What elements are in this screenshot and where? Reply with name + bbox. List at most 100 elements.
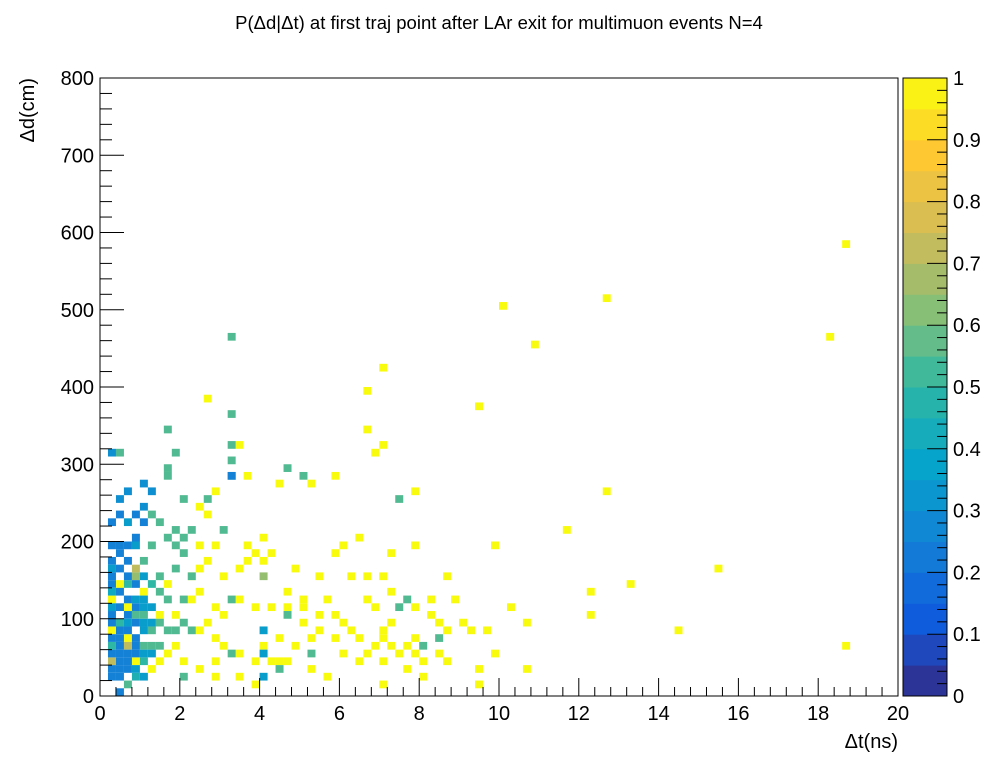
colorbar-segment: [903, 108, 947, 141]
heatmap-cell: [131, 541, 140, 550]
heatmap-cell: [139, 672, 148, 681]
heatmap-cell: [491, 649, 499, 658]
heatmap-cell: [107, 587, 116, 596]
heatmap-cell: [299, 618, 308, 627]
heatmap-cell: [522, 665, 531, 673]
heatmap-cell: [195, 541, 204, 550]
colorbar-segment: [903, 541, 947, 573]
heatmap-cell: [427, 595, 436, 604]
heatmap-cell: [411, 541, 420, 550]
heatmap-cell: [107, 580, 116, 588]
heatmap-cell: [355, 533, 364, 542]
heatmap-cell: [163, 471, 172, 480]
heatmap-cell: [123, 665, 132, 673]
heatmap-cell: [371, 603, 380, 612]
heatmap-cell: [267, 603, 276, 612]
heatmap-cell: [227, 441, 236, 449]
heatmap-cell: [163, 464, 172, 472]
heatmap-cell: [203, 618, 212, 627]
heatmap-cell: [171, 526, 180, 534]
heatmap-cell: [259, 672, 268, 681]
heatmap-cell: [115, 541, 124, 550]
heatmap-cell: [115, 587, 124, 596]
y-tick-label: 700: [61, 145, 94, 167]
colorbar-segment: [903, 387, 947, 419]
heatmap-cell: [331, 471, 340, 480]
heatmap-cell: [211, 672, 220, 681]
chart-title: P(Δd|Δt) at first traj point after LAr e…: [235, 12, 763, 33]
colorbar-segment: [903, 263, 947, 295]
heatmap-cell: [227, 595, 236, 604]
heatmap-cell: [307, 634, 316, 642]
heatmap-cell: [187, 595, 196, 604]
heatmap-cell: [139, 595, 148, 604]
heatmap-cell: [203, 495, 212, 503]
heatmap-cell: [115, 649, 124, 658]
heatmap-cell: [107, 657, 116, 666]
heatmap-cell: [195, 564, 204, 573]
heatmap-cell: [115, 688, 124, 696]
heatmap-cell: [315, 611, 324, 619]
heatmap-cell: [123, 611, 132, 619]
heatmap-cell: [155, 572, 164, 581]
heatmap-cell: [403, 665, 412, 673]
heatmap-cell: [195, 626, 204, 635]
heatmap-cell: [379, 572, 388, 581]
heatmap-cell: [123, 595, 132, 604]
heatmap-cell: [179, 618, 188, 627]
heatmap-cell: [211, 603, 220, 612]
heatmap-cell: [115, 618, 124, 627]
heatmap-cell: [115, 672, 124, 681]
heatmap-cell: [123, 603, 132, 612]
heatmap-cell: [171, 641, 180, 650]
heatmap-cell: [147, 487, 156, 496]
colorbar-tick-label: 1: [953, 68, 964, 90]
heatmap-cell: [147, 618, 156, 627]
heatmap-cell: [107, 641, 116, 650]
heatmap-cell: [147, 510, 156, 519]
heatmap-cell: [131, 564, 140, 573]
x-tick-label: 0: [94, 703, 105, 725]
heatmap-cell: [443, 572, 452, 581]
heatmap-cell: [339, 541, 348, 550]
y-tick-label: 200: [61, 532, 94, 554]
heatmap-cell: [139, 618, 148, 627]
colorbar-segment: [903, 634, 947, 666]
x-tick-label: 4: [254, 703, 265, 725]
heatmap-cell: [219, 572, 228, 581]
heatmap-cell: [163, 626, 172, 635]
heatmap-cell: [107, 649, 116, 658]
heatmap-cell: [363, 595, 372, 604]
heatmap-cell: [387, 641, 396, 650]
heatmap-cell: [107, 634, 116, 642]
heatmap-cell: [435, 634, 444, 642]
heatmap-cell: [179, 595, 188, 604]
heatmap-cell: [307, 479, 316, 488]
colorbar-tick-label: 0.8: [953, 192, 981, 214]
heatmap-cell: [211, 657, 220, 666]
heatmap-cell: [435, 618, 444, 627]
heatmap-cell: [195, 665, 204, 673]
y-tick-label: 600: [61, 223, 94, 245]
heatmap-cell: [115, 448, 124, 457]
heatmap-cell: [275, 657, 284, 666]
heatmap-cell: [419, 672, 428, 681]
heatmap-cell: [139, 649, 148, 658]
heatmap-cell: [283, 464, 292, 472]
heatmap-cell: [411, 634, 420, 642]
y-tick-label: 0: [83, 686, 94, 708]
heatmap-cell: [107, 556, 116, 565]
heatmap-cell: [530, 340, 539, 349]
colorbar-segment: [903, 603, 947, 635]
heatmap-cell: [427, 611, 436, 619]
heatmap-cell: [147, 641, 156, 650]
x-tick-label: 12: [568, 703, 590, 725]
heatmap-cell: [235, 672, 244, 681]
x-tick-label: 20: [887, 703, 909, 725]
heatmap-cell: [475, 680, 484, 689]
heatmap-cell: [139, 603, 148, 612]
heatmap-cell: [123, 618, 132, 627]
x-tick-label: 14: [647, 703, 669, 725]
heatmap-cell: [155, 641, 164, 650]
heatmap-cell: [155, 518, 164, 527]
